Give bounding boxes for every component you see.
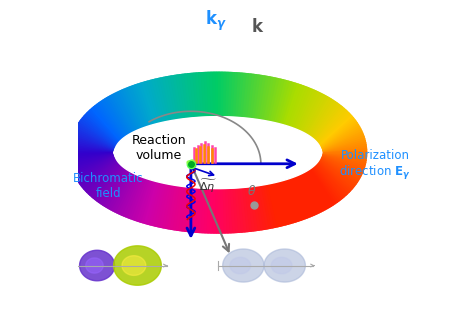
Polygon shape [115,117,321,189]
Polygon shape [114,246,161,285]
Text: $\widetilde{\Delta\eta}$: $\widetilde{\Delta\eta}$ [199,177,218,195]
Text: Polarization
direction $\mathbf{E}_{\boldsymbol{\gamma}}$: Polarization direction $\mathbf{E}_{\bol… [339,149,411,182]
Text: Bichromatic
field: Bichromatic field [73,172,144,200]
Polygon shape [86,258,103,273]
Text: Reaction
volume: Reaction volume [132,134,186,162]
Polygon shape [264,249,305,282]
Polygon shape [122,256,146,275]
Text: $\mathbf{k}_{\boldsymbol{\gamma}}$: $\mathbf{k}_{\boldsymbol{\gamma}}$ [205,9,227,33]
Text: $\theta$: $\theta$ [246,184,256,198]
Polygon shape [230,257,251,274]
Polygon shape [80,250,115,281]
Polygon shape [271,257,292,274]
Polygon shape [223,249,264,282]
Text: $\mathbf{k}$: $\mathbf{k}$ [251,18,264,36]
